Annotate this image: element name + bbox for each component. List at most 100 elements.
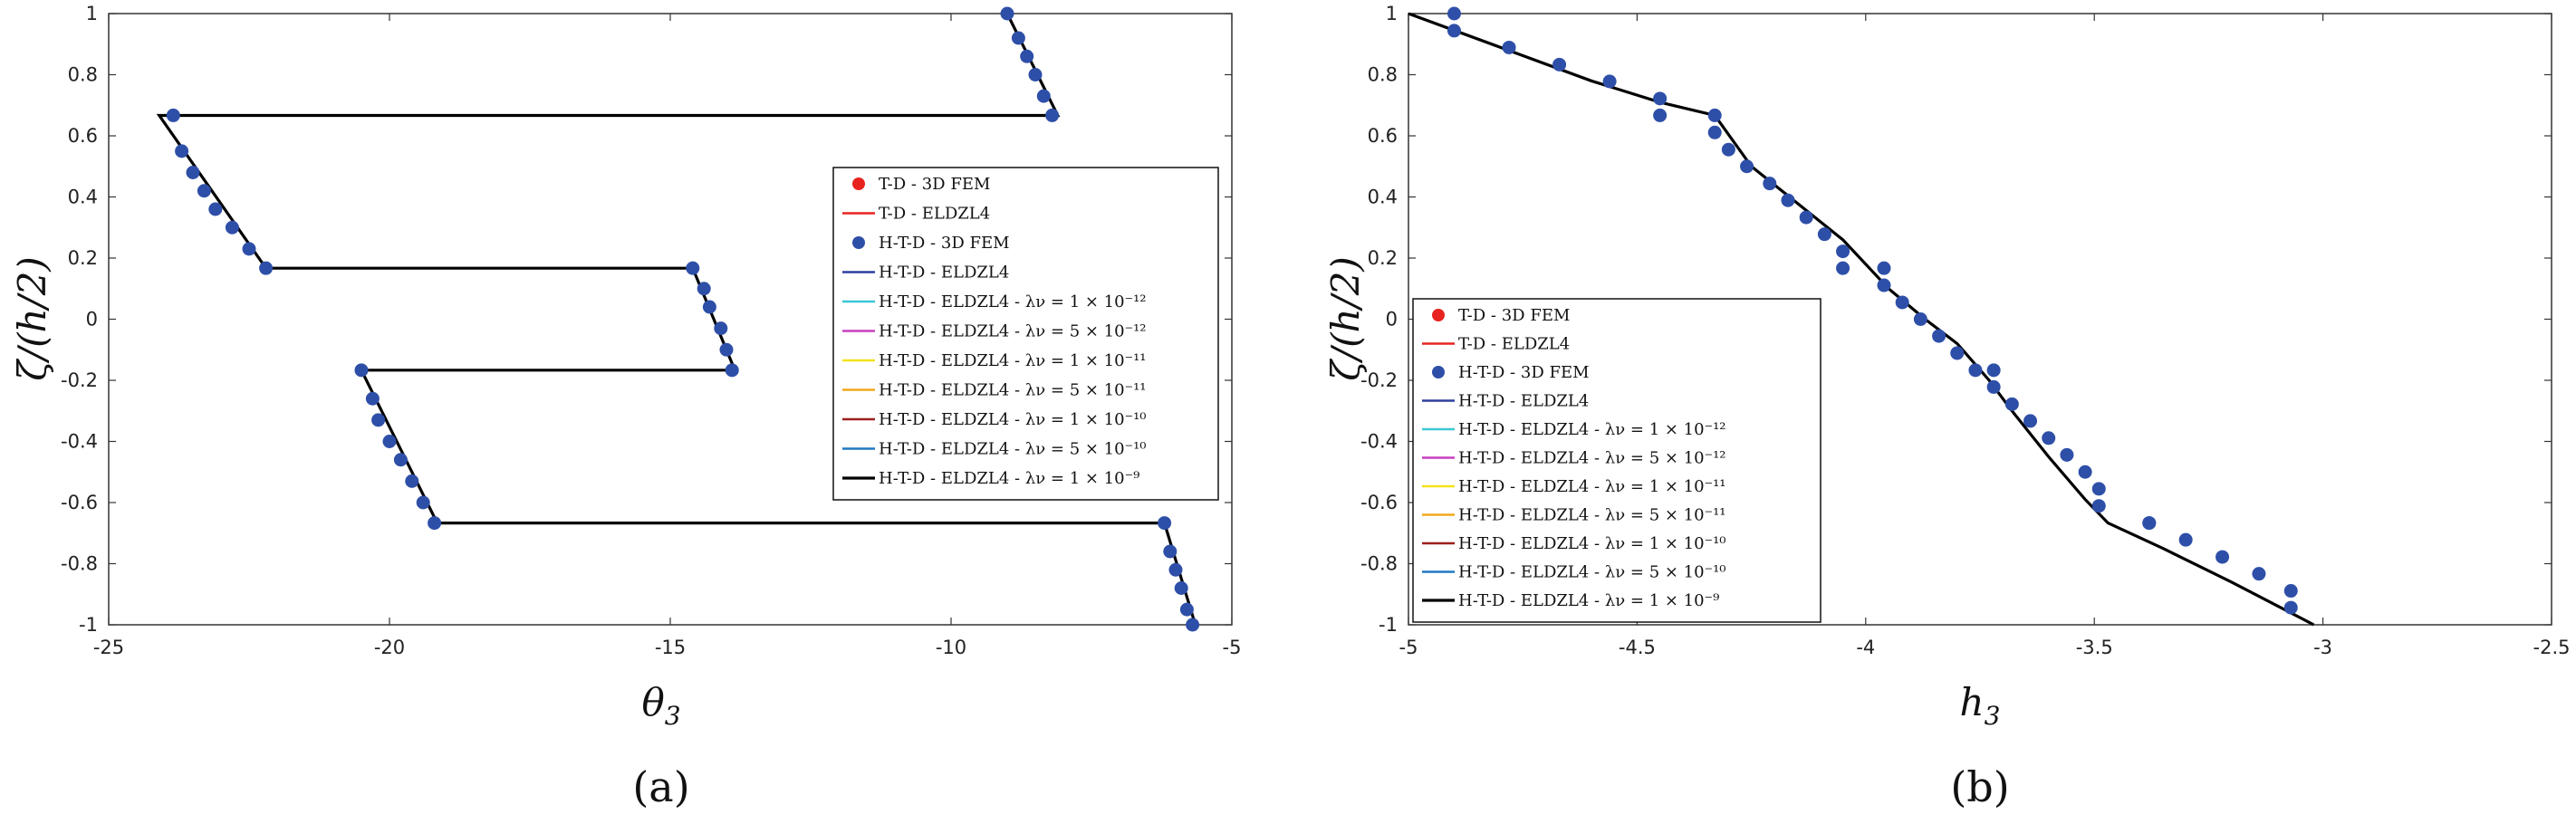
chart-b-data-point [2142, 516, 2157, 531]
chart-a-legend: T-D - 3D FEM T-D - ELDZL4 H-T-D - 3D FEM H-… [832, 167, 1219, 501]
chart-a-data-point [225, 220, 239, 235]
chart-b-data-point [1877, 278, 1891, 292]
chart-a-data-point [714, 321, 728, 336]
chart-a-data-point [697, 282, 711, 296]
chart-a-data-point [208, 202, 223, 216]
chart-b-xtick-label: -5 [1399, 637, 1418, 658]
chart-b-data-point [1877, 261, 1891, 275]
chart-a-data-point [416, 495, 430, 510]
chart-b-caption: (b) [1950, 762, 2009, 811]
chart-a-ytick-label: 0.4 [68, 187, 98, 208]
chart-b-legend-label: T-D - 3D FEM [1458, 306, 1570, 325]
chart-a-xtick-label: -5 [1223, 637, 1242, 658]
chart-a-legend-marker [852, 236, 865, 249]
chart-b-ticks: -5 -4.5 -4 -3.5 -3 -2.5 -1 -0.8 -0.6 -0.4 -0.2 0 0.2… [1360, 3, 2570, 658]
chart-b-legend-box [1412, 298, 1821, 623]
chart-a-xtick-label: -15 [655, 637, 686, 658]
chart-a-data-point [1168, 562, 1183, 577]
chart-b-data-point [1817, 227, 1831, 242]
chart-b-legend-label: H-T-D - ELDZL4 - λν = 5 × 10⁻¹² [1458, 449, 1726, 468]
chart-b-ytick-label: 0.8 [1368, 64, 1398, 86]
chart-a-data-point [242, 242, 256, 256]
chart-b-ytick-label: -0.8 [1360, 553, 1398, 575]
chart-b-data-point [2042, 431, 2056, 446]
chart-b-legend-label: H-T-D - ELDZL4 - λν = 1 × 10⁻¹⁰ [1458, 534, 1726, 553]
chart-b-data-point [1781, 193, 1795, 207]
chart-a-legend-label: H-T-D - ELDZL4 [879, 263, 1009, 283]
chart-a-legend-box [832, 167, 1219, 501]
chart-b-data-point [1653, 108, 1668, 122]
chart-b-xtick-label: -4 [1856, 637, 1875, 658]
chart-b-legend-label: H-T-D - ELDZL4 - λν = 1 × 10⁻¹¹ [1458, 477, 1726, 496]
chart-a-data-point [371, 413, 386, 427]
chart-b-xtick-label: -3.5 [2076, 637, 2113, 658]
chart-b-data-point [1913, 312, 1927, 326]
chart-b-point-layer [1447, 6, 2298, 615]
chart-b-legend-label: H-T-D - 3D FEM [1458, 363, 1590, 382]
chart-b-data-point [1895, 295, 1909, 310]
chart-a-data-point [1000, 6, 1014, 21]
chart-b-ytick-label: -0.4 [1360, 431, 1398, 453]
chart-a-ytick-label: -0.4 [61, 431, 98, 453]
chart-a-ytick-label: -0.2 [61, 369, 98, 391]
chart-b-legend: T-D - 3D FEM T-D - ELDZL4 H-T-D - 3D FEM H-… [1412, 298, 1821, 623]
chart-b-data-point [2091, 482, 2106, 496]
chart-a-curve-layer [156, 13, 1197, 626]
chart-b-data-point [2078, 465, 2092, 479]
chart-a-series-line [156, 13, 1197, 626]
chart-a-data-point [1011, 31, 1025, 45]
chart-a-data-point [382, 435, 397, 448]
chart-b-legend-label: H-T-D - ELDZL4 - λν = 1 × 10⁻¹² [1458, 420, 1726, 439]
chart-a-legend-label: H-T-D - ELDZL4 - λν = 1 × 10⁻¹⁰ [879, 410, 1147, 429]
chart-b-data-point [2252, 567, 2266, 581]
chart-b-ytick-label: -0.6 [1360, 492, 1398, 513]
chart-a-data-point [1020, 49, 1034, 63]
chart-a-data-point [428, 516, 442, 531]
chart-a-ticks: -25 -20 -15 -10 -5 -1 -0.8 -0.6 -0.4 -0.2 0 0.2 0.4 0… [61, 3, 1241, 658]
chart-b-legend-label: H-T-D - ELDZL4 [1458, 392, 1589, 411]
chart-a-data-point [166, 108, 180, 122]
chart-a-xlabel: θ3 [641, 680, 680, 731]
chart-b-xlabel-sub: 3 [1985, 701, 2001, 731]
chart-b-data-point [2004, 397, 2019, 411]
chart-a-data-point [719, 342, 734, 357]
chart-b-xtick-label: -3 [2313, 637, 2332, 658]
chart-a-data-point [725, 363, 739, 378]
chart-b-legend-marker [1432, 366, 1445, 378]
chart-b-data-point [1836, 244, 1850, 259]
chart-a-legend-label: T-D - 3D FEM [879, 175, 990, 194]
chart-b-ytick-label: -0.2 [1360, 369, 1398, 391]
chart-a-data-point [686, 261, 700, 275]
chart-a-ytick-label: 0 [86, 309, 98, 331]
chart-a-legend-label: H-T-D - ELDZL4 - λν = 5 × 10⁻¹¹ [879, 381, 1147, 400]
chart-b-data-point [1836, 261, 1850, 275]
chart-a-data-point [186, 166, 200, 179]
chart-b-data-point [1763, 177, 1777, 191]
chart-b-ytick-label: 0 [1386, 309, 1398, 331]
chart-a-data-point [1028, 68, 1043, 81]
chart-a-data-point [405, 474, 419, 488]
chart-a-data-point [197, 184, 211, 198]
chart-a-xlabel-sub: 3 [665, 701, 681, 731]
chart-b-xtick-label: -2.5 [2533, 637, 2571, 658]
chart-a-legend-label: H-T-D - ELDZL4 - λν = 1 × 10⁻¹² [879, 292, 1147, 311]
chart-b-legend-label: T-D - ELDZL4 [1458, 335, 1570, 354]
chart-a-legend-label: T-D - ELDZL4 [879, 205, 990, 224]
chart-b-data-point [1950, 346, 1965, 360]
chart-a-data-point [1036, 89, 1051, 103]
chart-a-legend-label: H-T-D - ELDZL4 - λν = 1 × 10⁻⁹ [879, 469, 1139, 488]
chart-a-data-point [1179, 602, 1194, 617]
chart-a-data-point [1045, 108, 1060, 122]
chart-a-ytick-label: 0.6 [68, 125, 98, 147]
chart-b-data-point [1986, 379, 2001, 394]
chart-b-data-point [1502, 40, 1516, 54]
chart-a-data-point [259, 261, 274, 275]
chart-a-legend-label: H-T-D - ELDZL4 - λν = 5 × 10⁻¹⁰ [879, 440, 1147, 459]
chart-b-ytick-label: 1 [1386, 3, 1398, 24]
chart-b-ylabel: ζ/(h/2) [1323, 256, 1368, 381]
chart-b-data-point [2283, 584, 2298, 599]
chart-b-xlabel-main: h [1960, 680, 1985, 724]
chart-b-xlabel: h3 [1960, 680, 2001, 731]
chart-a-data-point [393, 453, 408, 467]
